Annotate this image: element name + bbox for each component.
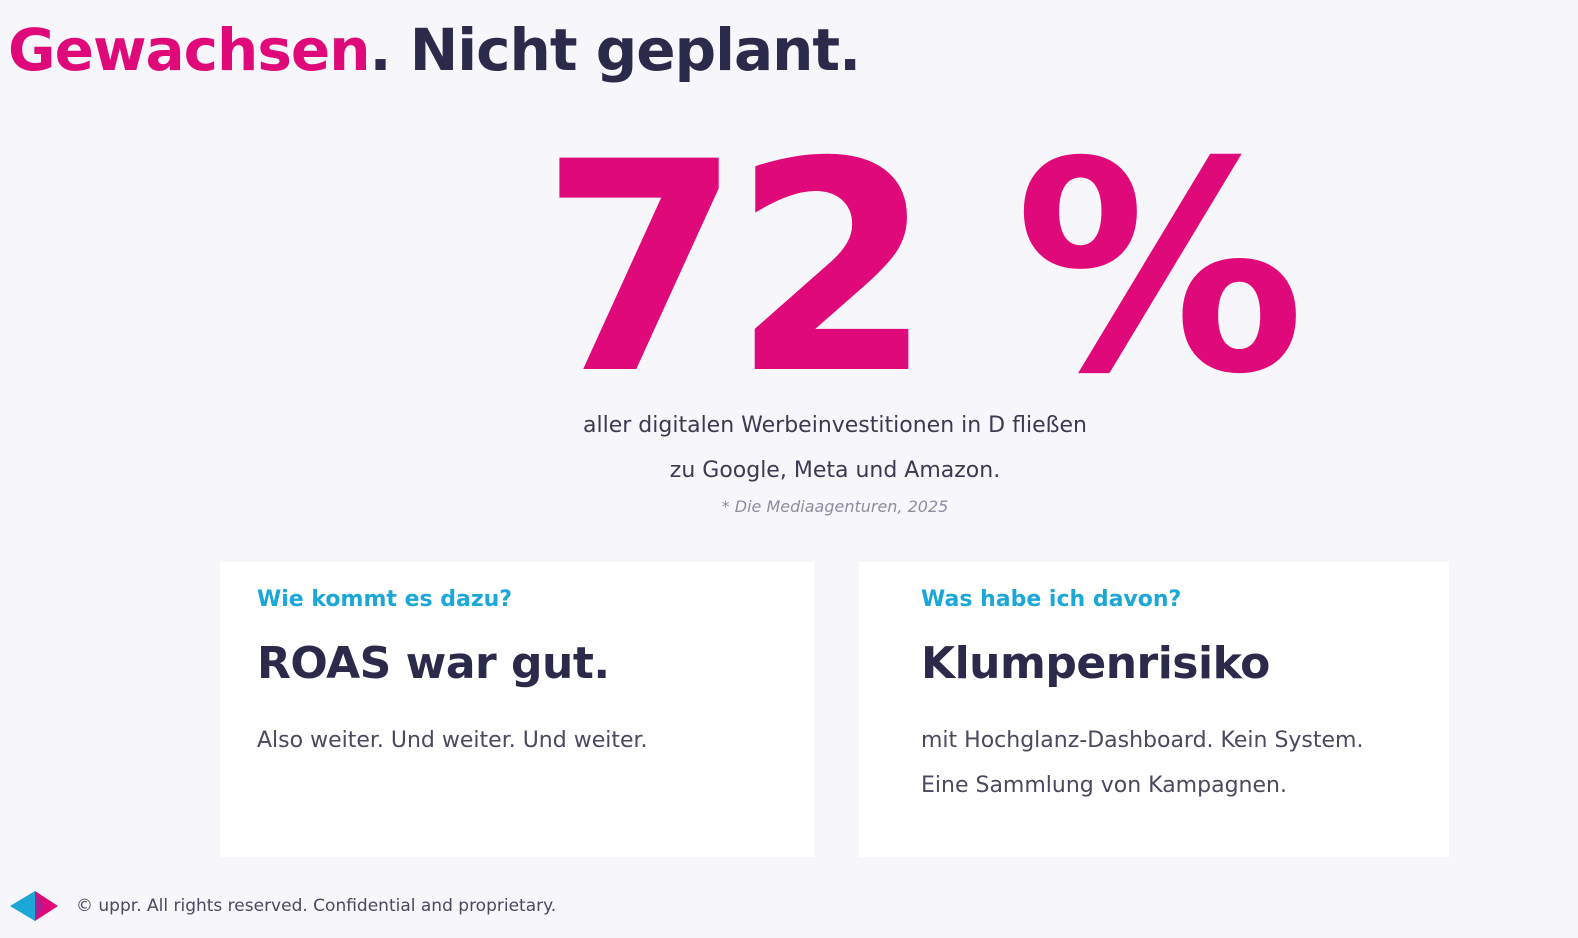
card-kicker: Was habe ich davon? [921, 587, 1182, 612]
footer: © uppr. All rights reserved. Confidentia… [8, 886, 556, 926]
big-stat-value: 72 % [540, 101, 1305, 438]
page-title: Gewachsen. Nicht geplant. [8, 14, 862, 86]
card-text-line: Also weiter. Und weiter. Und weiter. [257, 728, 648, 753]
card-title: ROAS war gut. [257, 638, 610, 689]
footer-copyright: © uppr. All rights reserved. Confidentia… [76, 896, 557, 916]
card-text-line: mit Hochglanz-Dashboard. Kein System. [921, 728, 1364, 753]
page-title-rest: . Nicht geplant. [369, 16, 862, 84]
page-title-accent: Gewachsen [8, 16, 370, 84]
stat-source: * Die Mediaagenturen, 2025 [721, 497, 949, 516]
stat-caption-line-2: zu Google, Meta und Amazon. [669, 458, 1001, 483]
uppr-logo-icon [10, 891, 58, 921]
card-what-do-i-get: Was habe ich davon? Klumpenrisiko mit Ho… [859, 562, 1449, 857]
card-kicker: Wie kommt es dazu? [257, 587, 513, 612]
card-how-did-it-happen: Wie kommt es dazu? ROAS war gut. Also we… [220, 562, 814, 857]
stat-caption: aller digitalen Werbeinvestitionen in D … [440, 403, 1230, 493]
stat-caption-line-1: aller digitalen Werbeinvestitionen in D … [583, 413, 1087, 438]
card-title: Klumpenrisiko [921, 638, 1270, 689]
card-text-line: Eine Sammlung von Kampagnen. [921, 773, 1287, 798]
